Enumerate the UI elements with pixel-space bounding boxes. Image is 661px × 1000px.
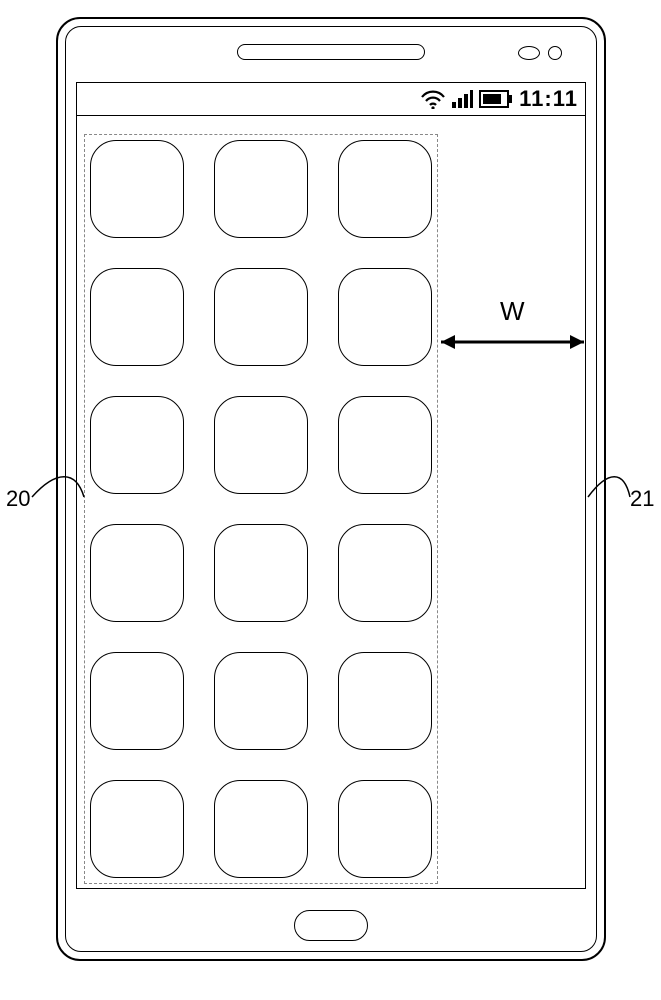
home-button[interactable] [294, 910, 368, 941]
ref-21-lead [0, 0, 661, 1000]
diagram-canvas: 11:11 W 20 21 [0, 0, 661, 1000]
